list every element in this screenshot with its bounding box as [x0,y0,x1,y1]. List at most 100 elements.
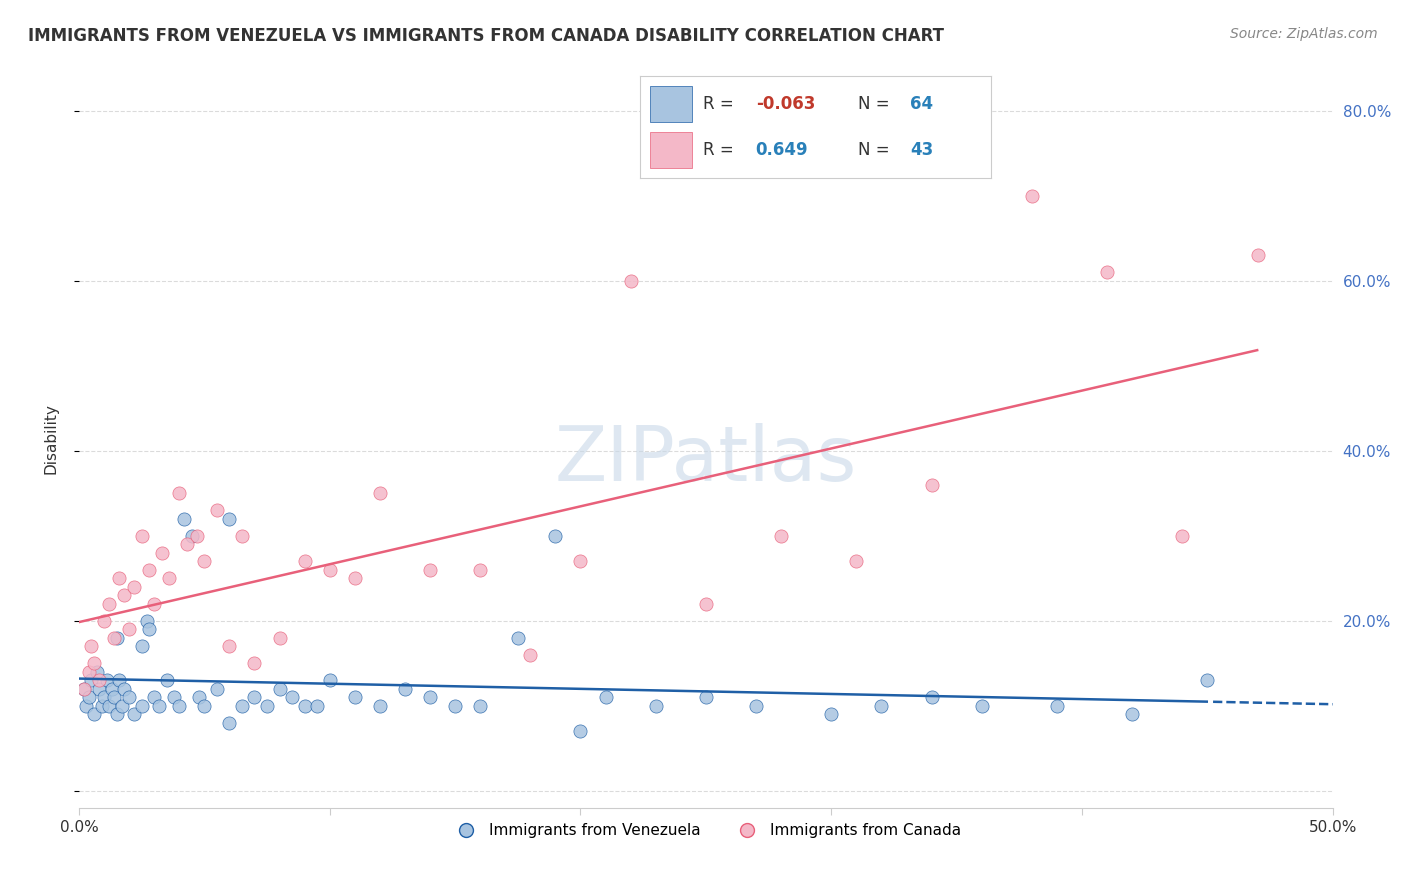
Point [167,486,190,500]
Point [319,673,342,688]
Point [319,563,342,577]
Point [394,681,416,696]
Point [419,563,441,577]
Text: -0.063: -0.063 [756,95,815,112]
Point [87,673,110,688]
Point [307,698,329,713]
Point [620,274,643,288]
Point [1121,707,1143,722]
Point [103,690,125,705]
Point [845,554,868,568]
Bar [650,132,693,168]
Point [820,707,842,722]
Point [105,631,128,645]
Point [167,698,190,713]
Point [269,631,291,645]
Point [138,563,160,577]
Text: 0.649: 0.649 [756,141,808,159]
Point [231,529,253,543]
Point [86,665,108,679]
Point [143,597,166,611]
Point [921,690,943,705]
Point [644,698,666,713]
Legend: Immigrants from Venezuela, Immigrants from Canada: Immigrants from Venezuela, Immigrants fr… [444,817,967,845]
Bar [650,87,693,122]
Point [544,529,567,543]
Point [80,640,103,654]
Point [921,478,943,492]
Point [1246,248,1268,262]
Point [90,698,112,713]
Point [131,698,153,713]
Point [93,690,115,705]
Point [281,690,304,705]
Point [186,529,208,543]
Point [103,631,125,645]
Point [269,681,291,696]
Point [256,698,278,713]
Point [470,698,492,713]
Text: Source: ZipAtlas.com: Source: ZipAtlas.com [1230,27,1378,41]
Point [205,681,228,696]
Point [176,537,198,551]
Point [118,690,141,705]
Point [105,707,128,722]
Point [96,673,118,688]
Point [73,681,96,696]
Point [1171,529,1194,543]
Point [77,665,100,679]
Point [135,614,157,628]
Point [108,571,131,585]
Point [118,623,141,637]
Point [695,597,717,611]
Point [87,681,110,696]
Point [243,690,266,705]
Text: IMMIGRANTS FROM VENEZUELA VS IMMIGRANTS FROM CANADA DISABILITY CORRELATION CHART: IMMIGRANTS FROM VENEZUELA VS IMMIGRANTS … [28,27,943,45]
Text: ZIPatlas: ZIPatlas [555,424,858,498]
Point [80,673,103,688]
Text: 43: 43 [911,141,934,159]
Point [294,554,316,568]
Point [368,486,391,500]
Point [122,707,145,722]
Point [1095,265,1118,279]
Point [231,698,253,713]
Point [970,698,993,713]
Point [569,554,592,568]
Point [444,698,467,713]
Point [112,681,135,696]
Point [112,588,135,602]
Point [173,512,195,526]
Point [76,698,98,713]
Point [218,640,240,654]
Y-axis label: Disability: Disability [44,402,58,474]
Point [98,698,121,713]
Point [343,571,366,585]
Point [193,554,215,568]
Point [1046,698,1069,713]
Point [218,715,240,730]
Point [108,673,131,688]
Point [93,614,115,628]
Point [148,698,170,713]
Point [294,698,316,713]
Point [218,512,240,526]
Point [98,597,121,611]
Point [150,546,173,560]
Text: N =: N = [858,95,894,112]
Point [1197,673,1219,688]
Point [73,681,96,696]
Point [138,623,160,637]
Text: R =: R = [703,95,740,112]
Point [343,690,366,705]
Point [193,698,215,713]
Point [243,657,266,671]
Point [770,529,793,543]
Point [131,529,153,543]
Point [595,690,617,705]
Point [569,724,592,739]
Point [143,690,166,705]
Point [131,640,153,654]
Point [519,648,541,662]
Point [122,580,145,594]
